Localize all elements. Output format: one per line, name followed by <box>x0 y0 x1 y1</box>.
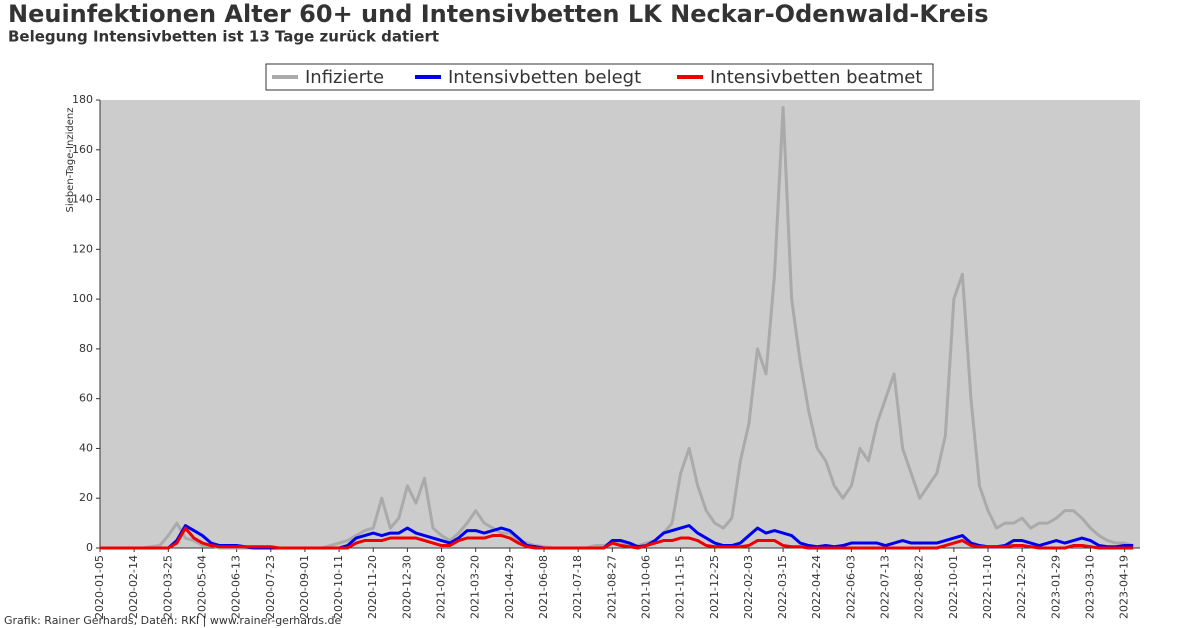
x-tick-label: 2021-12-25 <box>708 555 721 619</box>
x-tick-label: 2022-10-01 <box>947 555 960 619</box>
x-tick-label: 2022-03-15 <box>776 555 789 619</box>
y-tick-label: 80 <box>79 342 93 355</box>
x-tick-label: 2022-08-22 <box>913 555 926 619</box>
x-tick-label: 2020-07-23 <box>264 555 277 619</box>
x-tick-label: 2020-09-01 <box>298 555 311 619</box>
legend-label: Intensivbetten beatmet <box>710 67 922 88</box>
x-tick-label: 2020-01-05 <box>93 555 106 619</box>
y-tick-label: 120 <box>72 242 93 255</box>
chart-subtitle: Belegung Intensivbetten ist 13 Tage zurü… <box>8 28 439 46</box>
x-tick-label: 2020-11-20 <box>366 555 379 619</box>
x-tick-label: 2020-12-30 <box>400 555 413 619</box>
x-tick-label: 2020-03-25 <box>161 555 174 619</box>
y-axis-label: Sieben-Tage-Inzidenz <box>65 108 76 213</box>
footer: Grafik: Rainer Gerhards, Daten: RKI | ww… <box>4 614 342 627</box>
x-tick-label: 2020-05-04 <box>195 555 208 619</box>
y-tick-label: 100 <box>72 292 93 305</box>
x-tick-label: 2020-06-13 <box>230 555 243 619</box>
x-tick-label: 2021-06-08 <box>537 555 550 619</box>
y-tick-label: 20 <box>79 491 93 504</box>
legend-label: Infizierte <box>305 67 384 88</box>
x-tick-label: 2021-04-29 <box>503 555 516 619</box>
x-tick-label: 2021-07-18 <box>571 555 584 619</box>
x-tick-label: 2023-01-29 <box>1049 555 1062 619</box>
x-tick-label: 2021-10-06 <box>639 555 652 619</box>
y-tick-label: 40 <box>79 441 93 454</box>
x-tick-label: 2022-12-20 <box>1015 555 1028 619</box>
y-tick-label: 0 <box>86 541 93 554</box>
legend-label: Intensivbetten belegt <box>448 67 641 88</box>
x-tick-label: 2023-03-10 <box>1083 555 1096 619</box>
x-tick-label: 2021-08-27 <box>605 555 618 619</box>
x-tick-label: 2023-04-19 <box>1118 555 1131 619</box>
x-tick-label: 2022-11-10 <box>981 555 994 619</box>
x-tick-label: 2021-03-20 <box>469 555 482 619</box>
x-tick-label: 2022-04-24 <box>810 555 823 619</box>
y-tick-label: 60 <box>79 392 93 405</box>
x-tick-label: 2022-02-03 <box>742 555 755 619</box>
y-tick-label: 160 <box>72 143 93 156</box>
x-tick-label: 2021-11-15 <box>674 555 687 619</box>
x-tick-label: 2022-07-13 <box>879 555 892 619</box>
y-tick-label: 140 <box>72 193 93 206</box>
series-line <box>100 526 1134 550</box>
chart-title: Neuinfektionen Alter 60+ und Intensivbet… <box>8 0 989 28</box>
plot-area <box>100 100 1140 548</box>
y-tick-label: 180 <box>72 93 93 106</box>
x-tick-label: 2022-06-03 <box>844 555 857 619</box>
x-tick-label: 2020-02-14 <box>127 555 140 619</box>
x-tick-label: 2021-02-08 <box>435 555 448 619</box>
legend-box <box>265 63 934 91</box>
x-tick-label: 2020-10-11 <box>332 555 345 619</box>
